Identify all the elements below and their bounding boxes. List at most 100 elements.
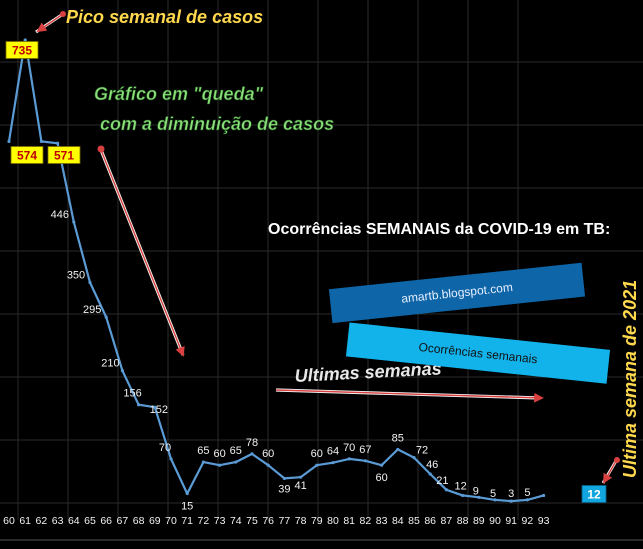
data-point bbox=[509, 499, 513, 503]
data-point bbox=[444, 488, 448, 492]
data-label: 85 bbox=[392, 432, 404, 444]
data-point bbox=[137, 403, 141, 407]
last-week-arrow bbox=[603, 460, 617, 484]
x-tick-label: 80 bbox=[327, 515, 339, 527]
x-tick-label: 62 bbox=[36, 515, 48, 527]
x-tick-label: 77 bbox=[279, 515, 291, 527]
data-points bbox=[7, 38, 546, 503]
x-tick-label: 90 bbox=[489, 515, 501, 527]
data-label: 46 bbox=[426, 459, 438, 471]
highlighted-data-label: 735 bbox=[5, 41, 39, 59]
data-point bbox=[185, 491, 189, 496]
data-point bbox=[72, 220, 76, 224]
fall-arrow bbox=[100, 149, 185, 357]
data-point bbox=[461, 493, 465, 498]
fall-annotation-line1: Gráfico em "queda" bbox=[94, 84, 264, 104]
x-tick-label: 88 bbox=[457, 515, 469, 527]
x-tick-label: 64 bbox=[68, 515, 80, 527]
x-tick-label: 92 bbox=[522, 515, 534, 527]
data-point bbox=[363, 459, 367, 463]
data-label: 72 bbox=[416, 445, 428, 457]
data-label: 295 bbox=[83, 304, 101, 316]
x-tick-label: 82 bbox=[360, 515, 372, 527]
peak-annotation: Pico semanal de casos bbox=[66, 7, 263, 27]
chart-decorations bbox=[35, 11, 620, 484]
x-tick-label: 61 bbox=[19, 515, 31, 527]
svg-text:735: 735 bbox=[12, 44, 32, 58]
data-label: 21 bbox=[436, 475, 448, 487]
chart-title: Ocorrências SEMANAIS da COVID-19 em TB: bbox=[268, 221, 610, 238]
peak-arrow bbox=[36, 13, 64, 33]
data-label: 5 bbox=[490, 488, 496, 500]
data-point bbox=[299, 475, 303, 479]
x-tick-label: 83 bbox=[376, 515, 388, 527]
data-point bbox=[7, 139, 11, 143]
x-tick-label: 78 bbox=[295, 515, 307, 527]
x-tick-label: 72 bbox=[198, 515, 210, 527]
data-point bbox=[380, 463, 384, 467]
data-label: 60 bbox=[262, 448, 274, 460]
data-point bbox=[266, 463, 270, 467]
data-label: 15 bbox=[181, 501, 193, 513]
last-week-2021-annotation: Ultima semana de 2021 bbox=[620, 280, 640, 478]
x-tick-label: 63 bbox=[52, 515, 64, 527]
data-point bbox=[542, 493, 546, 498]
data-label: 41 bbox=[294, 480, 306, 492]
data-label: 152 bbox=[150, 404, 168, 416]
x-tick-label: 84 bbox=[392, 515, 404, 527]
data-point bbox=[88, 280, 92, 285]
x-tick-label: 69 bbox=[149, 515, 161, 527]
data-point bbox=[39, 139, 44, 143]
peak-arrow-dot bbox=[60, 11, 66, 17]
x-tick-labels: 60 61 62 63 64 65 66 67 68 69 70 71 72 73 74 75 76 77 78 79… bbox=[3, 515, 549, 527]
legend-box bbox=[345, 322, 611, 384]
data-label: 156 bbox=[123, 388, 141, 400]
svg-text:574: 574 bbox=[17, 149, 37, 163]
data-point bbox=[23, 38, 27, 42]
series-line bbox=[7, 38, 544, 503]
highlighted-data-label: 571 bbox=[47, 146, 81, 164]
x-tick-label: 60 bbox=[3, 515, 15, 527]
data-label: 446 bbox=[51, 209, 69, 221]
data-point bbox=[412, 456, 416, 460]
data-label: 64 bbox=[327, 446, 339, 458]
x-tick-label: 65 bbox=[84, 515, 96, 527]
last-weeks-arrow bbox=[275, 389, 544, 403]
data-point bbox=[493, 498, 497, 502]
data-label: 70 bbox=[343, 442, 355, 454]
fall-arrow-dot bbox=[97, 145, 105, 153]
x-tick-label: 67 bbox=[117, 515, 129, 527]
data-point bbox=[169, 457, 173, 461]
data-point bbox=[120, 369, 124, 373]
data-labels: 735 574 571 446 350 295 210 156 152 70 15 65 60 65 78 6… bbox=[5, 41, 607, 513]
data-label: 65 bbox=[230, 445, 242, 457]
x-tick-label: 75 bbox=[246, 515, 258, 527]
x-tick-label: 85 bbox=[408, 515, 420, 527]
data-point bbox=[331, 461, 335, 465]
x-tick-label: 76 bbox=[262, 515, 274, 527]
x-tick-label: 93 bbox=[538, 515, 550, 527]
data-point bbox=[396, 447, 400, 452]
x-tick-label: 70 bbox=[165, 515, 177, 527]
chart-texts: Ocorrências SEMANAIS da COVID-19 em TB: … bbox=[66, 7, 640, 478]
data-label: 39 bbox=[278, 483, 290, 495]
data-label: 9 bbox=[473, 485, 479, 497]
blog-banner bbox=[328, 262, 586, 324]
data-point bbox=[56, 141, 60, 145]
data-label: 210 bbox=[101, 358, 119, 370]
data-point bbox=[218, 463, 222, 467]
x-tick-label: 73 bbox=[214, 515, 226, 527]
data-point bbox=[201, 460, 205, 464]
data-label: 67 bbox=[359, 444, 371, 456]
data-label: 12 bbox=[454, 480, 466, 492]
x-tick-label: 81 bbox=[343, 515, 355, 527]
data-point bbox=[477, 495, 481, 499]
data-label: 78 bbox=[246, 437, 258, 449]
data-label: 3 bbox=[508, 488, 514, 500]
data-point bbox=[315, 463, 319, 467]
data-label: 60 bbox=[213, 448, 225, 460]
fall-annotation-line2: com a diminuição de casos bbox=[100, 114, 334, 134]
